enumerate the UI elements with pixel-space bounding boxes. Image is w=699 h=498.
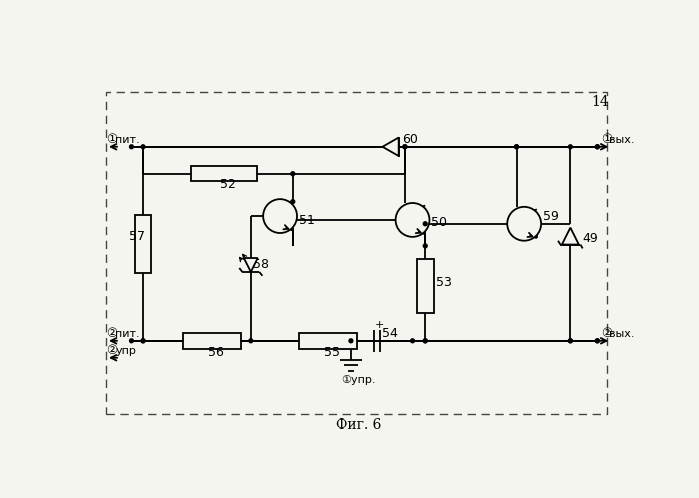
Text: 54: 54 [382,327,398,340]
Circle shape [141,339,145,343]
Circle shape [568,339,572,343]
Text: 52: 52 [220,178,236,191]
Circle shape [596,339,599,343]
Circle shape [507,207,541,241]
Text: 14: 14 [591,95,609,109]
Text: 51: 51 [298,214,315,227]
Text: 50: 50 [431,216,447,229]
Polygon shape [382,137,398,156]
Polygon shape [244,258,258,272]
Text: вых.: вых. [609,329,635,339]
Circle shape [424,339,427,343]
Text: ②: ② [106,344,117,357]
Circle shape [424,222,427,226]
Bar [134,215,152,273]
Bar [183,333,241,349]
Text: 53: 53 [436,275,452,289]
Text: 58: 58 [253,258,269,271]
Circle shape [410,339,415,343]
Text: ②: ② [601,327,612,340]
Circle shape [568,145,572,149]
Text: 55: 55 [324,346,340,359]
Text: 59: 59 [542,210,559,223]
Circle shape [514,145,519,149]
Bar [417,258,433,313]
Circle shape [291,172,295,176]
Circle shape [514,145,519,149]
Circle shape [424,244,427,248]
Text: вых.: вых. [609,135,635,145]
Circle shape [141,339,145,343]
Bar [191,166,257,181]
Circle shape [403,145,407,149]
Text: 60: 60 [403,133,419,146]
Text: упр: упр [115,346,136,356]
Polygon shape [562,228,579,245]
Circle shape [263,199,297,233]
Circle shape [396,203,429,237]
Circle shape [424,339,427,343]
Text: Фиг. 6: Фиг. 6 [336,418,382,432]
Circle shape [568,339,572,343]
Text: ①: ① [106,133,117,146]
Text: ①: ① [601,133,612,146]
Text: пит.: пит. [115,135,140,145]
Circle shape [596,145,599,149]
Text: ②: ② [106,327,117,340]
Circle shape [596,145,599,149]
Text: 57: 57 [129,230,145,243]
Text: пит.: пит. [115,329,140,339]
Text: 49: 49 [582,232,598,245]
Circle shape [141,145,145,149]
Bar [299,333,356,349]
Circle shape [291,200,295,204]
Text: +: + [375,320,384,330]
Circle shape [596,339,599,343]
Text: ①упр.: ①упр. [342,375,376,385]
Circle shape [349,339,353,343]
Circle shape [129,339,134,343]
Circle shape [129,145,134,149]
Circle shape [249,339,253,343]
Circle shape [403,145,407,149]
Bar [106,92,607,414]
Text: 56: 56 [208,346,224,359]
